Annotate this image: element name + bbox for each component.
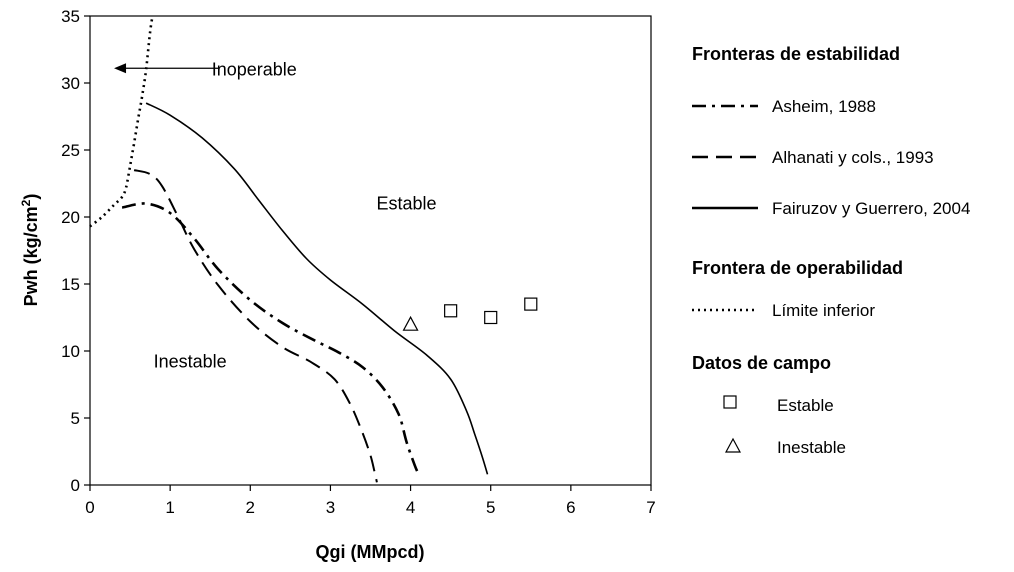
legend-swatch-triangle <box>724 437 742 453</box>
y-tick-label: 5 <box>71 409 80 428</box>
x-tick-label: 4 <box>406 498 415 517</box>
y-axis: 0 5 10 15 20 25 30 35 <box>61 7 90 495</box>
field-data-layer <box>402 297 538 331</box>
legend-entry-label: Asheim, 1988 <box>772 97 876 116</box>
legend-group-title: Frontera de operabilidad <box>692 258 903 278</box>
series-layer <box>89 15 489 483</box>
x-tick-label: 0 <box>85 498 94 517</box>
y-axis-title-superscript: 2 <box>19 199 33 206</box>
legend-entry-label: Inestable <box>777 438 846 457</box>
y-tick-label: 0 <box>71 476 80 495</box>
data-point-inestable <box>402 315 419 331</box>
y-tick-label: 20 <box>61 208 80 227</box>
annotation-label: Inestable <box>154 352 227 372</box>
y-axis-title: Pwh (kg/cm2) <box>19 194 41 307</box>
annotation-label: Estable <box>377 194 437 214</box>
annotation-layer: Inoperable Estable Inestable <box>114 60 437 372</box>
y-axis-title-main: Pwh (kg/cm <box>21 206 41 306</box>
plot-frame <box>89 15 652 486</box>
y-tick-label: 10 <box>61 342 80 361</box>
data-point-estable <box>524 297 538 311</box>
legend-group-title: Datos de campo <box>692 353 831 373</box>
x-tick-label: 2 <box>246 498 255 517</box>
x-tick-label: 1 <box>165 498 174 517</box>
series-line-asheim-1988 <box>121 202 420 475</box>
series-line-fairuzov-y-guerrero-2004 <box>145 102 489 475</box>
x-tick-label: 5 <box>486 498 495 517</box>
series-line-alhanati-y-cols-1993 <box>133 169 378 483</box>
legend: Fronteras de estabilidad Asheim, 1988 Al… <box>692 44 970 457</box>
y-tick-label: 25 <box>61 141 80 160</box>
y-axis-title-close: ) <box>21 194 41 200</box>
arrow-head <box>114 63 127 74</box>
x-tick-label: 6 <box>566 498 575 517</box>
legend-entry-label: Alhanati y cols., 1993 <box>772 148 934 167</box>
y-tick-label: 35 <box>61 7 80 26</box>
legend-entry-label: Límite inferior <box>772 301 875 320</box>
series-line-l-mite-inferior <box>89 15 154 228</box>
legend-entry-label: Fairuzov y Guerrero, 2004 <box>772 199 970 218</box>
x-axis-title: Qgi (MMpcd) <box>316 542 425 562</box>
data-point-estable <box>484 310 498 325</box>
annotation-label: Inoperable <box>212 60 297 80</box>
data-point-estable <box>444 304 458 318</box>
legend-swatch-square <box>723 395 737 409</box>
y-tick-label: 15 <box>61 275 80 294</box>
legend-entry-label: Estable <box>777 396 834 415</box>
legend-group-title: Fronteras de estabilidad <box>692 44 900 64</box>
y-tick-label: 30 <box>61 74 80 93</box>
x-tick-label: 7 <box>646 498 655 517</box>
plot-area <box>89 15 652 486</box>
x-tick-label: 3 <box>326 498 335 517</box>
x-axis: 0 1 2 3 4 5 6 7 <box>85 485 656 517</box>
